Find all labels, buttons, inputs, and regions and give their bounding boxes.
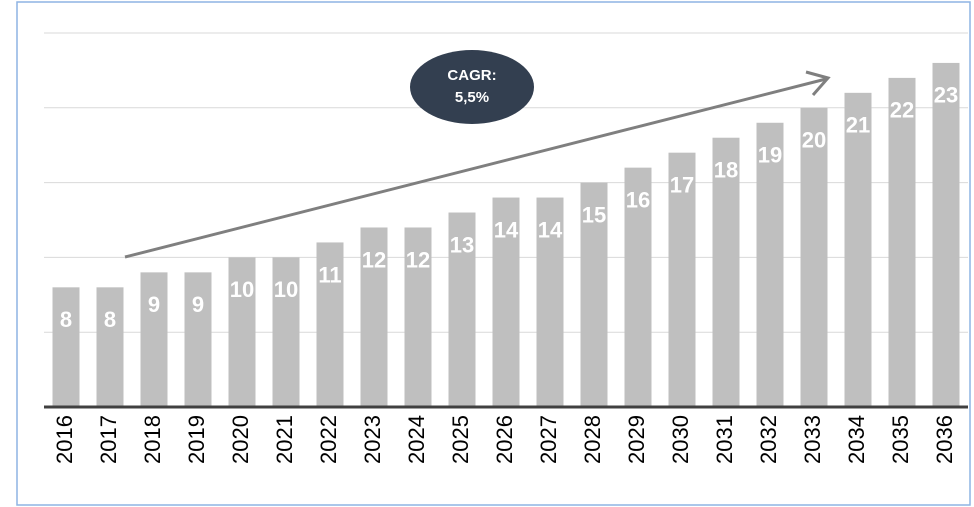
value-label: 14 — [538, 217, 563, 242]
x-tick-label: 2030 — [668, 415, 693, 464]
value-label: 16 — [626, 187, 650, 212]
value-label: 9 — [192, 292, 204, 317]
x-tick-label: 2036 — [932, 415, 957, 464]
x-tick-label: 2031 — [712, 415, 737, 464]
bar — [800, 107, 828, 408]
x-tick-label: 2018 — [140, 415, 165, 464]
value-label: 8 — [104, 307, 116, 332]
value-label: 14 — [494, 217, 519, 242]
bar — [624, 167, 652, 407]
value-label: 8 — [60, 307, 72, 332]
bar — [404, 227, 432, 407]
cagr-badge — [410, 50, 534, 124]
annotation: 5,5% — [455, 89, 489, 106]
x-tick-label: 2026 — [492, 415, 517, 464]
bar — [712, 137, 740, 407]
value-label: 9 — [148, 292, 160, 317]
bar — [360, 227, 388, 407]
value-label: 17 — [670, 172, 694, 197]
bar — [888, 77, 916, 407]
bar — [492, 197, 520, 407]
x-tick-label: 2020 — [228, 415, 253, 464]
bar — [932, 62, 960, 408]
value-label: 12 — [406, 247, 430, 272]
bar — [52, 287, 80, 407]
bar — [316, 242, 344, 407]
bar — [228, 257, 256, 407]
x-tick-label: 2021 — [272, 415, 297, 464]
x-tick-label: 2019 — [184, 415, 209, 464]
value-label: 18 — [714, 158, 738, 183]
x-tick-label: 2027 — [536, 415, 561, 464]
value-label: 13 — [450, 232, 474, 257]
bar — [184, 272, 212, 407]
value-label: 21 — [846, 113, 870, 138]
value-label: 10 — [230, 277, 254, 302]
bar — [96, 287, 124, 407]
x-tick-label: 2035 — [888, 415, 913, 464]
x-tick-label: 2024 — [404, 415, 429, 464]
value-label: 19 — [758, 143, 782, 168]
arrow-head — [805, 70, 831, 96]
value-label: 20 — [802, 128, 826, 153]
annotation: CAGR: — [447, 67, 496, 84]
bar — [580, 182, 608, 407]
bar — [844, 92, 872, 407]
x-tick-label: 2017 — [96, 415, 121, 464]
value-label: 11 — [318, 262, 341, 287]
x-tick-label: 2016 — [52, 415, 77, 464]
bar — [668, 152, 696, 407]
x-tick-label: 2028 — [580, 415, 605, 464]
x-tick-label: 2025 — [448, 415, 473, 464]
bar — [272, 257, 300, 407]
value-label: 23 — [934, 83, 958, 108]
x-tick-label: 2032 — [756, 415, 781, 464]
value-label: 12 — [362, 247, 386, 272]
value-label: 15 — [582, 202, 606, 227]
x-tick-label: 2023 — [360, 415, 385, 464]
x-tick-label: 2033 — [800, 415, 825, 464]
bar — [140, 272, 168, 407]
value-label: 22 — [890, 98, 914, 123]
bar — [756, 122, 784, 407]
value-label: 10 — [274, 277, 298, 302]
x-tick-label: 2022 — [316, 415, 341, 464]
x-tick-label: 2034 — [844, 415, 869, 464]
bar — [536, 197, 564, 407]
x-tick-label: 2029 — [624, 415, 649, 464]
bar — [448, 212, 476, 407]
trend-arrow — [124, 77, 827, 259]
